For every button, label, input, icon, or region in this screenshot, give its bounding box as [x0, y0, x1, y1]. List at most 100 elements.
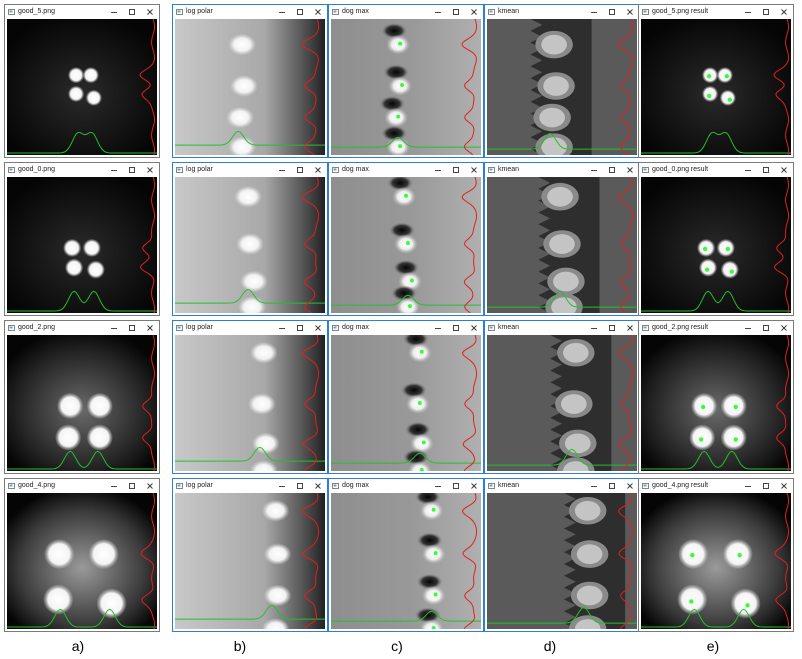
- close-button[interactable]: [309, 321, 327, 335]
- close-button[interactable]: [465, 163, 483, 177]
- window-good-0-result[interactable]: good_0.png result: [638, 162, 794, 316]
- maximize-button[interactable]: [603, 321, 621, 335]
- close-button[interactable]: [621, 479, 639, 493]
- title-bar[interactable]: kmean: [485, 5, 639, 19]
- close-button[interactable]: [309, 163, 327, 177]
- title-bar[interactable]: kmean: [485, 479, 639, 493]
- minimize-button[interactable]: [429, 479, 447, 493]
- title-bar[interactable]: log polar: [173, 479, 327, 493]
- window-good-5-result[interactable]: good_5.png result: [638, 4, 794, 158]
- title-bar[interactable]: log polar: [173, 163, 327, 177]
- title-bar[interactable]: good_5.png: [5, 5, 159, 19]
- title-bar[interactable]: good_4.png result: [639, 479, 793, 493]
- close-button[interactable]: [775, 479, 793, 493]
- close-button[interactable]: [141, 479, 159, 493]
- title-bar[interactable]: good_0.png result: [639, 163, 793, 177]
- minimize-button[interactable]: [739, 163, 757, 177]
- minimize-button[interactable]: [739, 321, 757, 335]
- minimize-button[interactable]: [273, 479, 291, 493]
- title-bar[interactable]: log polar: [173, 321, 327, 335]
- minimize-button[interactable]: [105, 163, 123, 177]
- title-bar[interactable]: dog max: [329, 321, 483, 335]
- minimize-button[interactable]: [105, 321, 123, 335]
- close-button[interactable]: [775, 5, 793, 19]
- close-button[interactable]: [621, 163, 639, 177]
- window-dog-max-2[interactable]: dog max: [328, 162, 484, 316]
- maximize-button[interactable]: [603, 5, 621, 19]
- window-log-polar-2[interactable]: log polar: [172, 162, 328, 316]
- maximize-button[interactable]: [603, 479, 621, 493]
- maximize-button[interactable]: [123, 479, 141, 493]
- close-button[interactable]: [309, 479, 327, 493]
- title-bar[interactable]: good_5.png result: [639, 5, 793, 19]
- maximize-button[interactable]: [757, 321, 775, 335]
- window-dog-max-1[interactable]: dog max: [328, 4, 484, 158]
- maximize-button[interactable]: [123, 5, 141, 19]
- window-dog-max-3[interactable]: dog max: [328, 320, 484, 474]
- window-good-4-source[interactable]: good_4.png: [4, 478, 160, 632]
- maximize-button[interactable]: [447, 5, 465, 19]
- window-kmean-2[interactable]: kmean: [484, 162, 640, 316]
- minimize-button[interactable]: [429, 5, 447, 19]
- maximize-button[interactable]: [757, 479, 775, 493]
- window-good-4-result[interactable]: good_4.png result: [638, 478, 794, 632]
- close-button[interactable]: [309, 5, 327, 19]
- window-log-polar-1[interactable]: log polar: [172, 4, 328, 158]
- close-button[interactable]: [465, 5, 483, 19]
- minimize-button[interactable]: [105, 479, 123, 493]
- minimize-button[interactable]: [585, 163, 603, 177]
- title-bar[interactable]: good_2.png result: [639, 321, 793, 335]
- close-button[interactable]: [141, 163, 159, 177]
- maximize-button[interactable]: [757, 163, 775, 177]
- title-bar[interactable]: dog max: [329, 479, 483, 493]
- title-bar[interactable]: kmean: [485, 163, 639, 177]
- title-bar[interactable]: log polar: [173, 5, 327, 19]
- window-log-polar-4[interactable]: log polar: [172, 478, 328, 632]
- minimize-button[interactable]: [273, 321, 291, 335]
- maximize-button[interactable]: [757, 5, 775, 19]
- maximize-button[interactable]: [291, 163, 309, 177]
- close-button[interactable]: [465, 321, 483, 335]
- minimize-button[interactable]: [105, 5, 123, 19]
- maximize-button[interactable]: [291, 5, 309, 19]
- title-bar[interactable]: dog max: [329, 163, 483, 177]
- minimize-button[interactable]: [273, 5, 291, 19]
- close-button[interactable]: [141, 5, 159, 19]
- window-kmean-4[interactable]: kmean: [484, 478, 640, 632]
- window-good-2-source[interactable]: good_2.png: [4, 320, 160, 474]
- window-dog-max-4[interactable]: dog max: [328, 478, 484, 632]
- title-bar[interactable]: good_4.png: [5, 479, 159, 493]
- title-bar[interactable]: kmean: [485, 321, 639, 335]
- maximize-button[interactable]: [291, 321, 309, 335]
- close-button[interactable]: [141, 321, 159, 335]
- window-good-2-result[interactable]: good_2.png result: [638, 320, 794, 474]
- maximize-button[interactable]: [291, 479, 309, 493]
- close-button[interactable]: [775, 321, 793, 335]
- close-button[interactable]: [775, 163, 793, 177]
- minimize-button[interactable]: [585, 479, 603, 493]
- minimize-button[interactable]: [273, 163, 291, 177]
- maximize-button[interactable]: [447, 479, 465, 493]
- minimize-button[interactable]: [739, 479, 757, 493]
- window-good-0-source[interactable]: good_0.png: [4, 162, 160, 316]
- window-kmean-3[interactable]: kmean: [484, 320, 640, 474]
- maximize-button[interactable]: [447, 163, 465, 177]
- minimize-button[interactable]: [585, 321, 603, 335]
- close-button[interactable]: [465, 479, 483, 493]
- window-good-5-source[interactable]: good_5.png: [4, 4, 160, 158]
- title-bar[interactable]: good_0.png: [5, 163, 159, 177]
- window-log-polar-3[interactable]: log polar: [172, 320, 328, 474]
- maximize-button[interactable]: [603, 163, 621, 177]
- maximize-button[interactable]: [447, 321, 465, 335]
- maximize-button[interactable]: [123, 163, 141, 177]
- title-bar[interactable]: dog max: [329, 5, 483, 19]
- minimize-button[interactable]: [429, 163, 447, 177]
- maximize-button[interactable]: [123, 321, 141, 335]
- minimize-button[interactable]: [585, 5, 603, 19]
- minimize-button[interactable]: [739, 5, 757, 19]
- title-bar[interactable]: good_2.png: [5, 321, 159, 335]
- minimize-button[interactable]: [429, 321, 447, 335]
- close-button[interactable]: [621, 321, 639, 335]
- close-button[interactable]: [621, 5, 639, 19]
- window-kmean-1[interactable]: kmean: [484, 4, 640, 158]
